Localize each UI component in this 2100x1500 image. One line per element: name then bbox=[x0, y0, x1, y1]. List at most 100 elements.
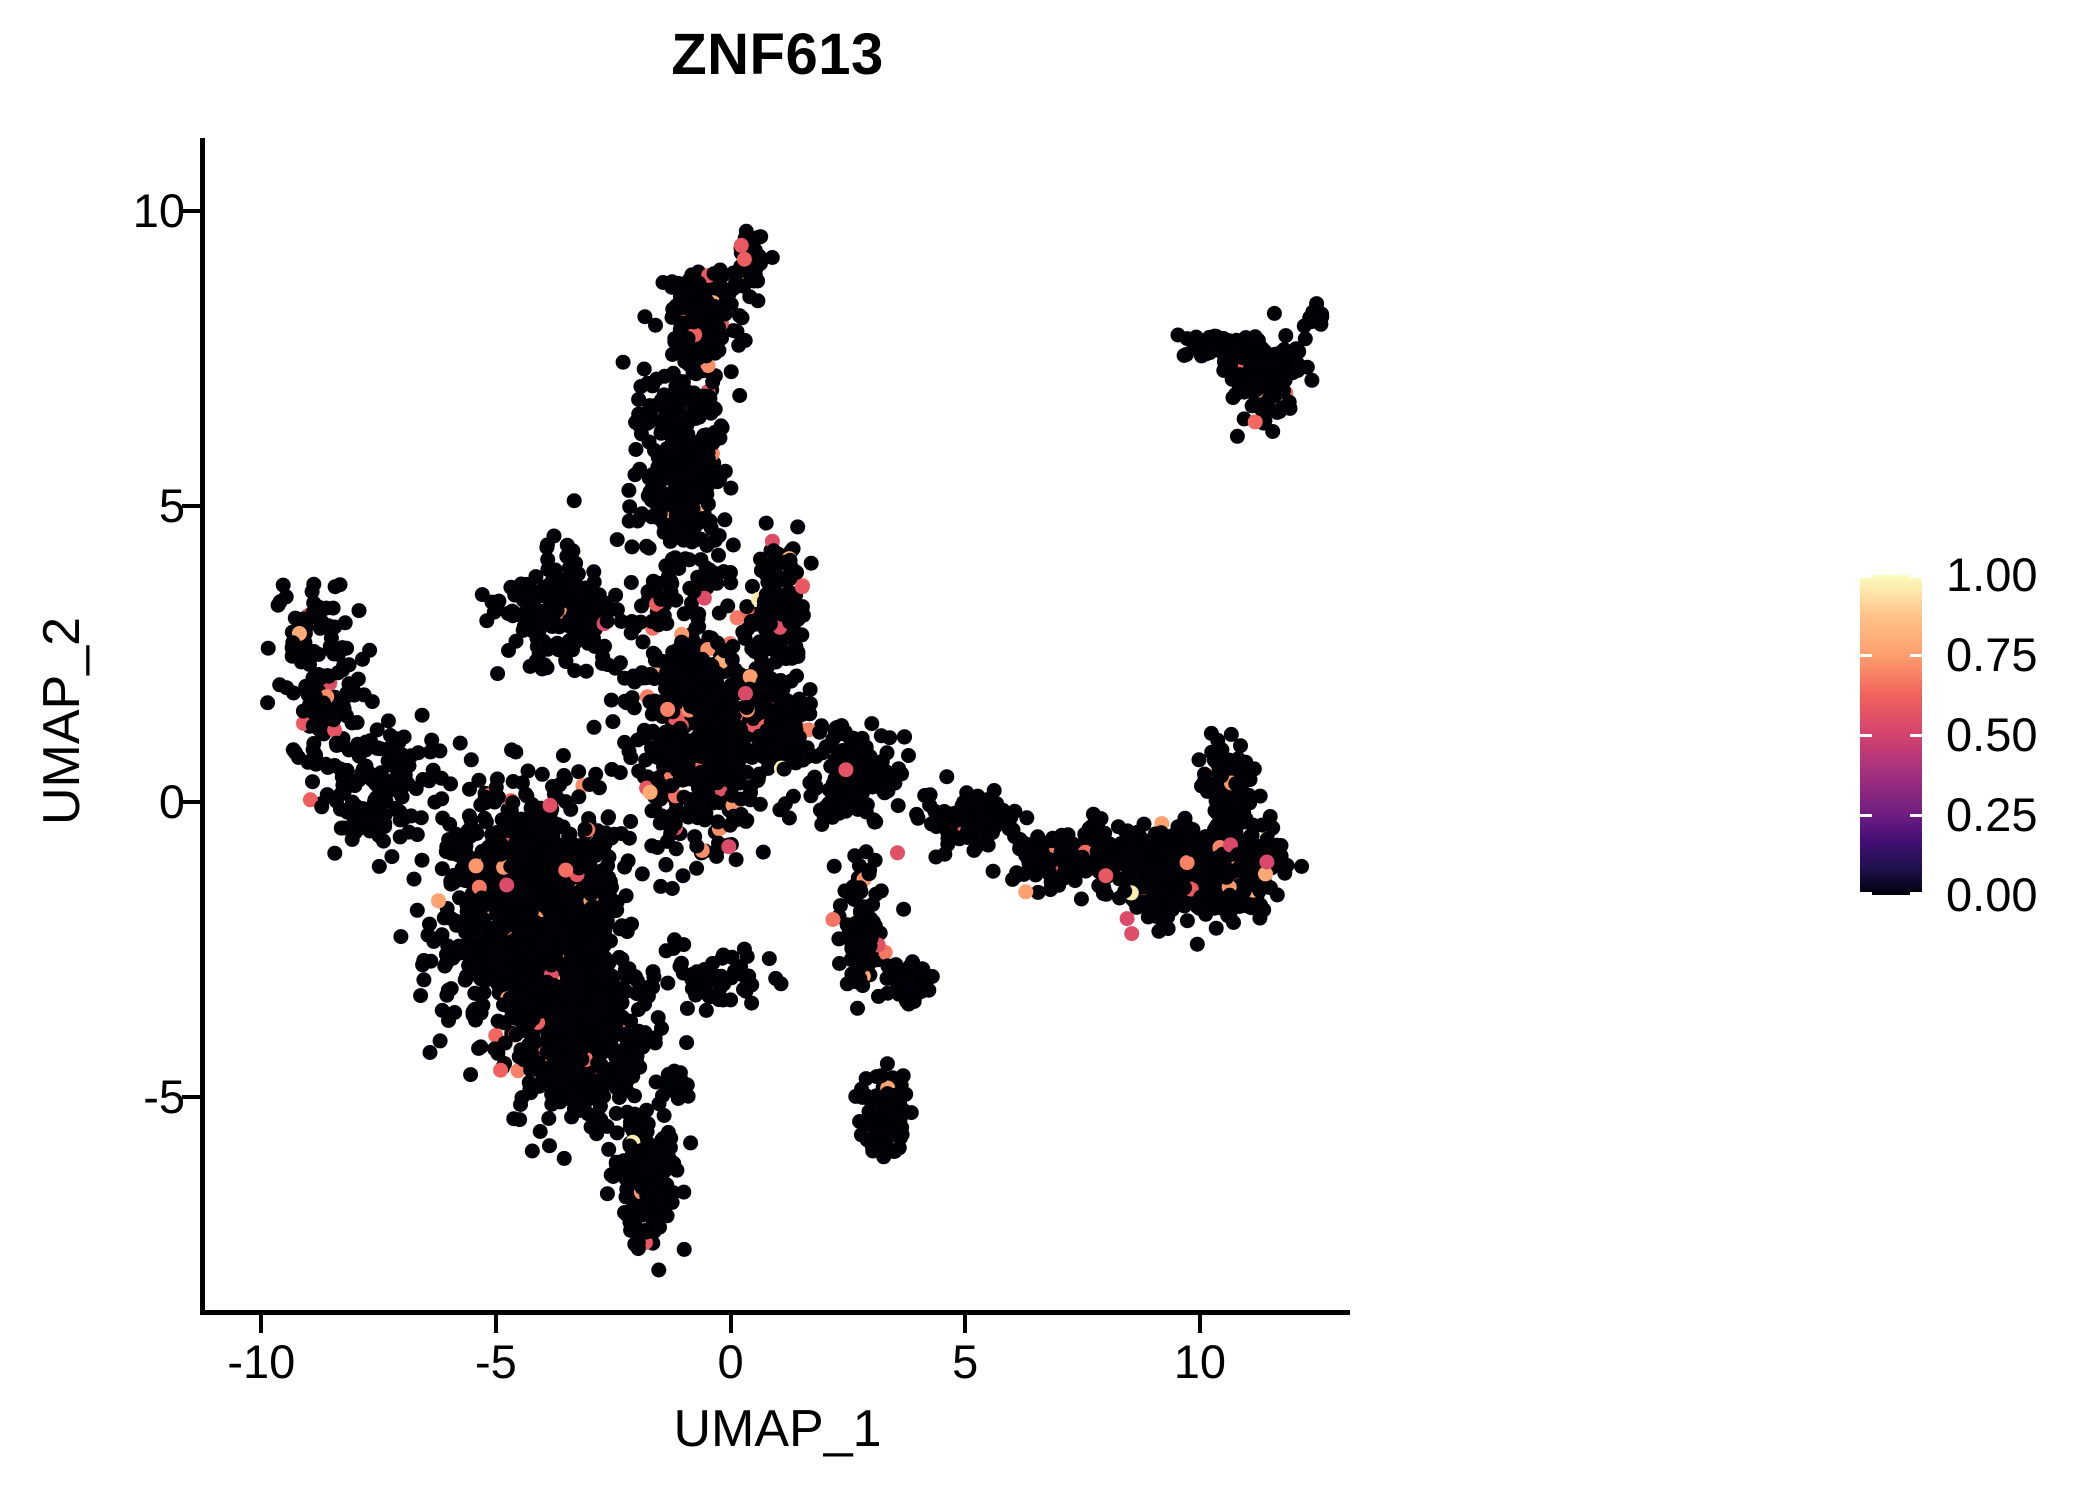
scatter-point bbox=[517, 823, 533, 839]
scatter-point bbox=[1193, 889, 1209, 905]
scatter-point bbox=[901, 748, 916, 763]
scatter-point bbox=[676, 1184, 692, 1200]
scatter-point bbox=[327, 758, 343, 773]
scatter-point bbox=[542, 1138, 557, 1154]
scatter-point bbox=[559, 537, 575, 553]
scatter-point bbox=[781, 810, 797, 826]
scatter-point bbox=[579, 624, 595, 640]
scatter-point bbox=[559, 839, 575, 854]
scatter-point bbox=[461, 808, 477, 824]
scatter-point bbox=[559, 1057, 575, 1073]
scatter-point bbox=[591, 780, 607, 796]
scatter-point bbox=[868, 886, 884, 902]
scatter-point bbox=[330, 665, 346, 681]
scatter-point bbox=[700, 496, 716, 512]
scatter-point bbox=[443, 845, 459, 861]
scatter-point bbox=[623, 814, 639, 829]
scatter-point bbox=[1194, 863, 1210, 878]
scatter-point bbox=[308, 673, 324, 688]
scatter-point bbox=[922, 787, 938, 803]
scatter-point bbox=[1259, 854, 1275, 870]
scatter-point bbox=[711, 342, 727, 358]
scatter-point bbox=[663, 778, 679, 794]
scatter-point bbox=[653, 878, 669, 894]
scatter-point bbox=[660, 701, 676, 717]
scatter-point bbox=[534, 766, 550, 782]
scatter-point bbox=[873, 1115, 889, 1131]
scatter-point bbox=[563, 801, 579, 817]
scatter-point bbox=[506, 1111, 522, 1127]
scatter-point bbox=[632, 418, 648, 434]
scatter-point bbox=[434, 927, 450, 943]
scatter-point bbox=[608, 903, 624, 919]
scatter-point bbox=[523, 874, 539, 889]
scatter-point bbox=[638, 752, 654, 768]
scatter-point bbox=[1168, 831, 1184, 847]
scatter-point bbox=[624, 916, 639, 932]
scatter-point bbox=[440, 938, 456, 954]
scatter-point bbox=[534, 661, 550, 677]
scatter-point bbox=[333, 820, 349, 836]
scatter-point bbox=[518, 577, 534, 593]
scatter-point bbox=[738, 686, 753, 701]
scatter-point bbox=[625, 1142, 641, 1158]
scatter-point bbox=[1083, 819, 1099, 835]
scatter-point bbox=[435, 810, 451, 826]
scatter-point bbox=[1127, 841, 1143, 856]
scatter-point bbox=[272, 677, 288, 693]
scatter-point bbox=[551, 619, 567, 635]
scatter-point bbox=[369, 722, 385, 738]
scatter-point bbox=[691, 275, 707, 291]
scatter-point bbox=[654, 738, 670, 754]
scatter-point bbox=[415, 772, 431, 787]
scatter-point bbox=[577, 821, 593, 837]
scatter-point bbox=[760, 677, 775, 692]
scatter-point bbox=[560, 1017, 576, 1033]
scatter-point bbox=[689, 716, 705, 732]
scatter-point bbox=[541, 1111, 557, 1126]
scatter-point bbox=[683, 649, 699, 665]
scatter-point bbox=[915, 961, 931, 977]
scatter-point bbox=[902, 992, 918, 1008]
scatter-point bbox=[306, 576, 322, 592]
scatter-point bbox=[578, 1090, 594, 1106]
scatter-point bbox=[593, 595, 609, 611]
scatter-point bbox=[275, 577, 291, 593]
scatter-point bbox=[508, 633, 524, 649]
scatter-point bbox=[549, 583, 565, 599]
scatter-point bbox=[915, 974, 931, 990]
scatter-point bbox=[723, 364, 739, 380]
scatter-point bbox=[683, 1135, 699, 1151]
scatter-point bbox=[536, 585, 552, 601]
scatter-point bbox=[513, 848, 529, 864]
scatter-point bbox=[745, 267, 761, 283]
scatter-point bbox=[592, 926, 608, 942]
scatter-point bbox=[547, 562, 563, 578]
scatter-point bbox=[927, 803, 943, 819]
scatter-point bbox=[642, 694, 658, 710]
scatter-point bbox=[568, 634, 584, 650]
scatter-point bbox=[640, 1116, 656, 1132]
scatter-point bbox=[794, 579, 810, 595]
scatter-point bbox=[451, 938, 467, 954]
scatter-point bbox=[333, 786, 349, 802]
scatter-point bbox=[852, 1114, 868, 1129]
scatter-point bbox=[605, 714, 621, 730]
scatter-point bbox=[711, 528, 727, 544]
scatter-point bbox=[712, 700, 728, 716]
scatter-point bbox=[479, 613, 495, 629]
scatter-point bbox=[334, 640, 350, 656]
scatter-point bbox=[739, 764, 755, 780]
scatter-point bbox=[651, 1262, 667, 1278]
scatter-point bbox=[356, 687, 372, 703]
scatter-point bbox=[603, 996, 619, 1011]
scatter-point bbox=[630, 1241, 646, 1257]
scatter-point bbox=[653, 424, 669, 440]
scatter-point bbox=[900, 973, 916, 989]
scatter-point bbox=[431, 893, 446, 909]
scatter-point bbox=[812, 724, 828, 740]
scatter-point bbox=[578, 960, 594, 976]
scatter-point bbox=[595, 967, 611, 983]
scatter-point bbox=[744, 749, 760, 765]
scatter-point bbox=[1230, 847, 1245, 863]
